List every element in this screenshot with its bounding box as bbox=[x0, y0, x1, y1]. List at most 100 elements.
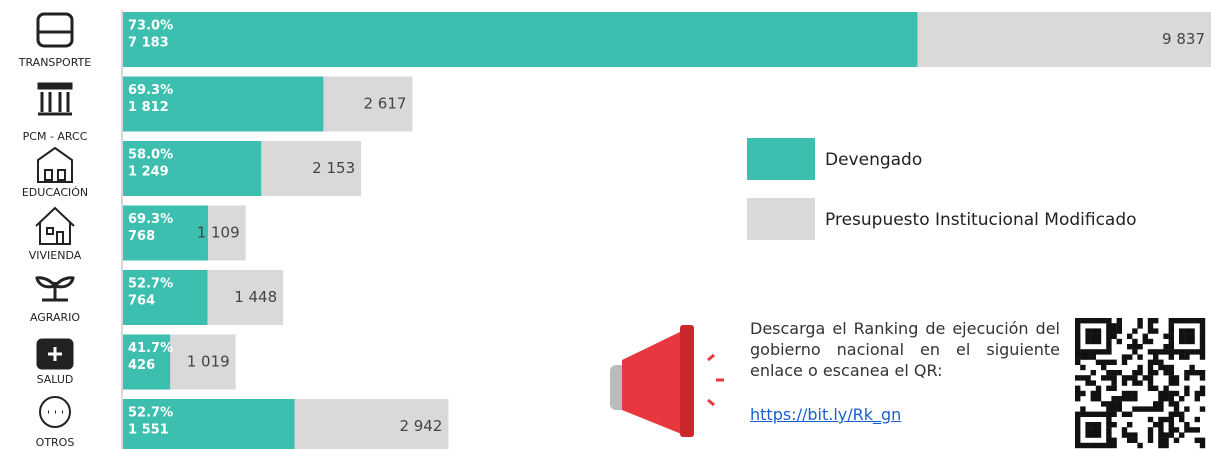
qr-cell bbox=[1085, 333, 1091, 339]
pim-label: 9 837 bbox=[1162, 30, 1205, 48]
qr-cell bbox=[1121, 354, 1128, 360]
qr-cell bbox=[1179, 354, 1185, 360]
qr-cell bbox=[1095, 427, 1102, 433]
qr-cell bbox=[1132, 437, 1138, 443]
qr-cell bbox=[1085, 380, 1091, 386]
qr-cell bbox=[1179, 411, 1185, 417]
qr-cell bbox=[1137, 344, 1143, 350]
bar-devengado bbox=[123, 76, 324, 132]
qr-cell bbox=[1189, 370, 1195, 376]
qr-cell bbox=[1080, 375, 1086, 381]
qr-cell bbox=[1075, 375, 1081, 381]
qr-cell bbox=[1101, 375, 1107, 381]
icon-housing bbox=[35, 206, 75, 245]
qr-cell bbox=[1075, 349, 1081, 355]
qr-cell bbox=[1101, 364, 1107, 371]
qr-cell bbox=[1106, 427, 1112, 433]
qr-cell bbox=[1101, 411, 1107, 417]
qr-cell bbox=[1075, 323, 1081, 329]
qr-cell bbox=[1158, 422, 1164, 428]
qr-cell bbox=[1199, 370, 1206, 376]
qr-cell bbox=[1095, 385, 1102, 391]
qr-cell bbox=[1085, 338, 1091, 345]
qr-cell bbox=[1085, 349, 1091, 355]
qr-cell bbox=[1090, 427, 1096, 433]
qr-cell bbox=[1163, 390, 1169, 397]
qr-cell bbox=[1121, 359, 1128, 365]
qr-cell bbox=[1147, 338, 1154, 345]
qr-cell bbox=[1199, 354, 1206, 360]
qr-cell bbox=[1106, 349, 1112, 355]
category-label: EDUCACIÓN bbox=[22, 186, 88, 199]
qr-cell bbox=[1147, 364, 1154, 371]
qr-cell bbox=[1199, 349, 1206, 355]
qr-cell bbox=[1116, 406, 1122, 412]
qr-cell bbox=[1199, 390, 1206, 397]
qr-cell bbox=[1095, 333, 1102, 339]
percent-label: 41.7% bbox=[128, 341, 173, 356]
qr-cell bbox=[1179, 432, 1185, 438]
qr-cell bbox=[1116, 323, 1122, 329]
legend-swatch bbox=[747, 198, 815, 240]
qr-cell bbox=[1173, 401, 1180, 407]
qr-cell bbox=[1147, 370, 1154, 376]
icon-transport bbox=[36, 12, 74, 48]
qr-cell bbox=[1075, 432, 1081, 438]
qr-cell bbox=[1199, 323, 1206, 329]
qr-cell bbox=[1085, 427, 1091, 433]
qr-cell bbox=[1153, 370, 1159, 376]
pim-label: 2 942 bbox=[399, 417, 442, 435]
qr-cell bbox=[1173, 380, 1180, 386]
qr-cell bbox=[1111, 437, 1117, 443]
qr-cell bbox=[1153, 406, 1159, 412]
qr-cell bbox=[1101, 401, 1107, 407]
qr-cell bbox=[1168, 427, 1174, 433]
qr-cell bbox=[1173, 411, 1180, 417]
qr-cell bbox=[1090, 354, 1096, 360]
qr-cell bbox=[1121, 396, 1128, 402]
devengado-label: 768 bbox=[128, 229, 155, 244]
qr-cell bbox=[1199, 318, 1206, 324]
qr-cell bbox=[1158, 359, 1164, 365]
pim-label: 2 617 bbox=[363, 95, 406, 113]
qr-cell bbox=[1158, 416, 1164, 423]
qr-cell bbox=[1179, 416, 1185, 423]
qr-cell bbox=[1158, 390, 1164, 397]
qr-cell bbox=[1179, 318, 1185, 324]
category-label: TRANSPORTE bbox=[18, 56, 92, 69]
qr-cell bbox=[1075, 338, 1081, 345]
qr-cell bbox=[1158, 406, 1164, 412]
qr-cell bbox=[1085, 411, 1091, 417]
qr-cell bbox=[1075, 416, 1081, 423]
qr-cell bbox=[1168, 318, 1174, 324]
megaphone-waves bbox=[707, 353, 724, 407]
qr-cell bbox=[1137, 380, 1143, 386]
qr-cell bbox=[1106, 333, 1112, 339]
qr-cell bbox=[1090, 396, 1096, 402]
qr-cell bbox=[1147, 328, 1154, 334]
qr-cell bbox=[1153, 422, 1159, 428]
qr-cell bbox=[1085, 432, 1091, 438]
qr-cell bbox=[1111, 380, 1117, 386]
percent-label: 52.7% bbox=[128, 406, 173, 421]
qr-cell bbox=[1106, 359, 1112, 365]
qr-cell bbox=[1127, 422, 1133, 428]
bar-devengado bbox=[123, 399, 295, 449]
qr-cell bbox=[1168, 390, 1174, 397]
qr-cell bbox=[1111, 370, 1117, 376]
qr-cell bbox=[1173, 390, 1180, 397]
qr-cell bbox=[1168, 364, 1174, 371]
qr-cell bbox=[1090, 338, 1096, 345]
qr-cell bbox=[1090, 390, 1096, 397]
qr-cell bbox=[1075, 344, 1081, 350]
qr-cell bbox=[1184, 333, 1190, 339]
bar-devengado bbox=[123, 141, 262, 196]
qr-cell bbox=[1080, 390, 1086, 397]
qr-cell bbox=[1163, 432, 1169, 438]
qr-cell bbox=[1173, 318, 1180, 324]
bar-devengado bbox=[123, 270, 208, 325]
qr-cell bbox=[1137, 318, 1143, 324]
link[interactable]: https://bit.ly/Rk_gn bbox=[750, 405, 902, 424]
qr-cell bbox=[1147, 380, 1154, 386]
qr-cell bbox=[1095, 328, 1102, 334]
